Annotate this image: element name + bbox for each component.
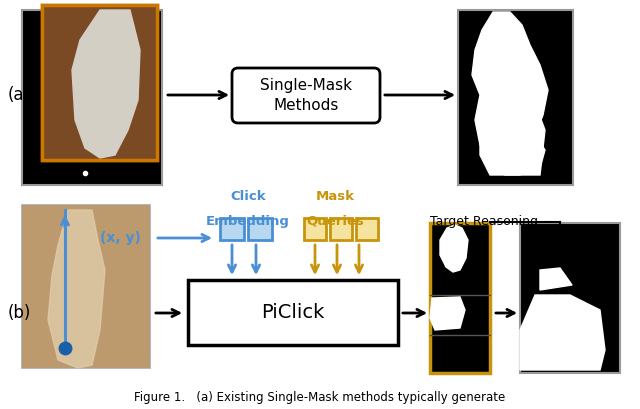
Bar <box>330 218 352 240</box>
Bar <box>42 5 157 160</box>
Bar <box>458 10 573 185</box>
Polygon shape <box>440 225 468 272</box>
Polygon shape <box>520 295 605 370</box>
Text: (x, y): (x, y) <box>100 231 141 245</box>
Bar <box>42 5 157 160</box>
Text: PiClick: PiClick <box>261 303 324 322</box>
FancyBboxPatch shape <box>232 68 380 123</box>
Text: Target Reasoning: Target Reasoning <box>430 216 538 229</box>
Bar <box>356 218 378 240</box>
Bar <box>22 10 162 185</box>
Polygon shape <box>72 10 140 158</box>
Text: Mask: Mask <box>316 190 355 203</box>
Text: (b): (b) <box>8 304 31 322</box>
Polygon shape <box>540 268 572 290</box>
Bar <box>42 5 157 160</box>
Bar <box>304 218 326 240</box>
Bar <box>22 205 150 368</box>
Bar <box>248 218 272 240</box>
Bar <box>520 223 620 373</box>
Text: Single-Mask
Methods: Single-Mask Methods <box>260 78 352 113</box>
Bar <box>188 280 398 345</box>
Bar <box>22 205 150 368</box>
Bar <box>430 223 490 373</box>
Polygon shape <box>430 297 465 330</box>
Polygon shape <box>480 90 545 175</box>
Text: Figure 1.   (a) Existing Single-Mask methods typically generate: Figure 1. (a) Existing Single-Mask metho… <box>134 391 506 405</box>
Text: (a): (a) <box>8 86 31 104</box>
Polygon shape <box>48 210 105 368</box>
Bar <box>220 218 244 240</box>
Text: Queries: Queries <box>306 215 364 228</box>
Polygon shape <box>472 12 548 175</box>
Text: Embedding: Embedding <box>206 215 290 228</box>
Text: Click: Click <box>230 190 266 203</box>
